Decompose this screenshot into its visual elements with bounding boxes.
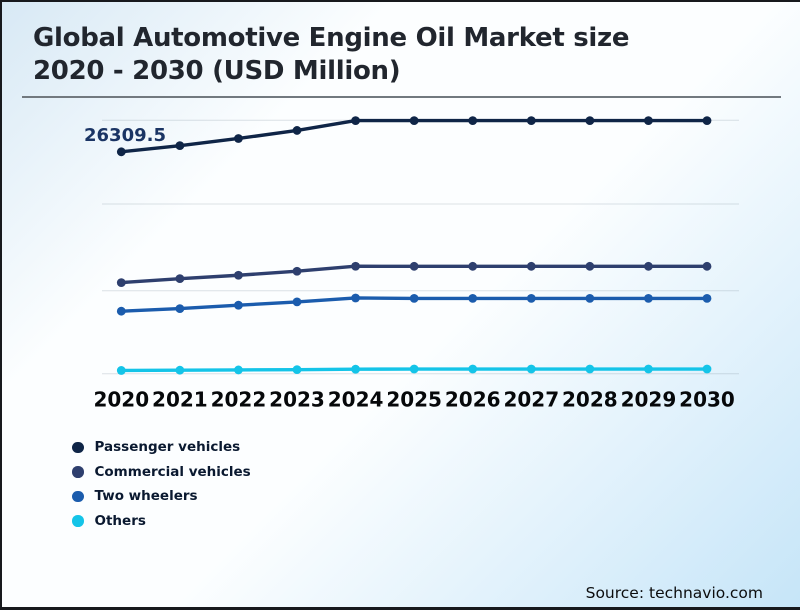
data-point [644,261,653,271]
legend-dot-icon [72,515,84,527]
series-line-passenger-vehicles [119,118,709,154]
data-point [351,261,360,271]
legend-item: Two wheelers [72,484,251,509]
title-divider [22,96,781,98]
data-point [526,261,536,271]
legend-item: Others [72,509,251,534]
x-axis-label: 2023 [269,388,325,412]
data-point [585,116,595,126]
data-point [585,294,595,303]
data-point [526,364,536,374]
legend-item: Commercial vehicles [72,460,251,485]
x-axis-label: 2027 [503,388,559,412]
source-credit: Source: technavio.com [585,584,763,602]
data-point [116,278,126,287]
series-commercial-vehicles [116,261,712,287]
x-axis-label: 2028 [562,388,618,412]
data-point [585,364,595,374]
data-point [292,365,302,375]
data-point [175,274,185,284]
x-axis-label: 2029 [621,388,677,412]
legend-item-label: Two wheelers [94,488,198,505]
data-point [526,294,536,303]
data-point [234,300,243,310]
data-point [292,126,302,135]
data-point [116,306,126,316]
legend-item-label: Others [94,512,146,529]
x-axis-label: 2021 [152,388,208,412]
data-point-label: 26309.5 [84,125,166,146]
data-point [175,304,185,314]
data-point [644,294,653,303]
legend-item-label: Passenger vehicles [94,439,241,456]
data-point [409,116,419,126]
legend-dot-icon [72,466,84,478]
data-point [409,364,419,374]
page-title-line-2: 2020 - 2030 (USD Million) [33,56,401,86]
data-point [292,297,302,307]
data-point [468,116,478,126]
data-point [702,261,712,271]
x-axis: 2020 2021 2022 2023 2024 2025 2026 2027 2028 2029… [93,388,734,412]
series-two-wheelers [116,293,712,316]
data-point [702,116,712,126]
legend-item: Passenger vehicles [72,435,251,460]
x-axis-label: 2030 [679,388,735,412]
series-others [116,364,712,375]
data-point [702,364,712,374]
x-axis-label: 2025 [386,388,442,412]
data-point [526,116,536,126]
data-point [468,261,478,271]
data-point [644,116,653,126]
x-axis-label: 2022 [211,388,267,412]
data-point [234,365,243,375]
data-point [409,261,419,271]
data-point [351,293,360,303]
legend-dot-icon [72,441,84,453]
data-point [234,270,243,280]
data-point [175,365,185,375]
page-title: Global Automotive Engine Oil Market size… [33,22,753,88]
series-passenger-vehicles [116,116,712,157]
x-axis-label: 2024 [328,388,384,412]
data-point [351,116,360,126]
data-point [116,147,126,157]
data-point [585,261,595,271]
data-point [702,294,712,303]
legend-dot-icon [72,490,84,502]
data-point [292,266,302,276]
data-point [175,141,185,151]
legend: Passenger vehicles Commercial vehicles Two… [72,435,251,533]
data-point [116,366,126,375]
data-point [409,294,419,303]
data-point [234,134,243,143]
data-point [351,364,360,374]
page-title-line-1: Global Automotive Engine Oil Market size [33,23,630,53]
x-axis-label: 2020 [93,388,149,412]
data-point [468,364,478,374]
x-axis-label: 2026 [445,388,501,412]
data-point [468,294,478,303]
data-point [644,364,653,374]
legend-item-label: Commercial vehicles [94,463,251,480]
